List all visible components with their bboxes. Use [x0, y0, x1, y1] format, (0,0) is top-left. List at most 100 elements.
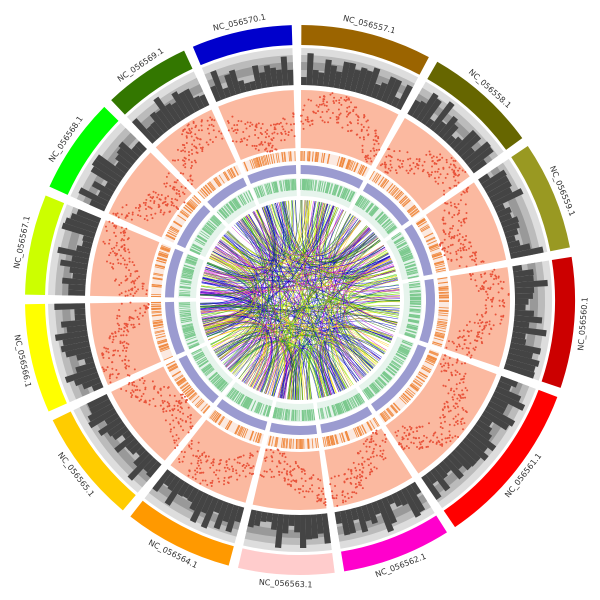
- scatter-dot: [279, 452, 282, 455]
- feature-tick: [390, 186, 398, 195]
- feature-tick: [428, 244, 439, 249]
- feature-tick: [176, 378, 186, 385]
- scatter-dot: [209, 116, 212, 119]
- link: [200, 205, 275, 295]
- scatter-dot: [415, 158, 418, 161]
- feature-tick: [199, 189, 207, 198]
- scatter-dot: [394, 431, 397, 434]
- green-tick: [209, 218, 219, 227]
- green-tick: [288, 179, 290, 191]
- scatter-dot: [113, 231, 116, 234]
- histogram-bar: [127, 453, 154, 481]
- green-tick: [221, 207, 230, 217]
- feature-tick: [353, 162, 359, 173]
- scatter-dot: [464, 338, 467, 341]
- scatter-dot: [405, 434, 408, 437]
- scatter-dot: [185, 136, 188, 139]
- green-tick: [183, 330, 195, 335]
- scatter-dot: [128, 251, 131, 254]
- histogram-bar: [386, 494, 395, 505]
- feature-tick: [185, 204, 194, 212]
- scatter-dot: [459, 395, 462, 398]
- scatter-dot: [349, 481, 352, 484]
- feature-tick: [428, 351, 439, 357]
- histogram-bar: [270, 67, 278, 87]
- scatter-dot: [338, 101, 341, 104]
- feature-tick: [425, 359, 435, 365]
- scatter-dot: [462, 243, 465, 246]
- scatter-dot: [373, 154, 376, 157]
- histogram-bar: [275, 69, 283, 87]
- scatter-dot: [124, 250, 127, 253]
- feature-tick: [201, 187, 209, 196]
- chromosome-band: [511, 145, 570, 252]
- scatter-dot: [180, 407, 183, 410]
- scatter-dot: [457, 343, 460, 346]
- histogram-bar: [496, 206, 512, 218]
- histogram-bar: [469, 428, 497, 452]
- green-tick: [359, 198, 367, 209]
- green-tick: [274, 181, 278, 193]
- green-tick: [186, 258, 197, 263]
- scatter-dot: [461, 169, 464, 172]
- scatter-dot: [323, 98, 326, 101]
- scatter-dot: [477, 290, 480, 293]
- histogram-bar: [333, 71, 343, 89]
- scatter-dot: [374, 129, 377, 132]
- green-tick: [179, 286, 191, 289]
- feature-tick: [380, 413, 387, 422]
- scatter-bg: [90, 302, 162, 386]
- feature-tick: [200, 188, 209, 197]
- scatter-dot: [312, 474, 315, 477]
- green-tick: [387, 365, 397, 374]
- scatter-dot: [457, 174, 460, 177]
- scatter-dot: [455, 253, 458, 256]
- scatter-dot: [187, 158, 190, 161]
- scatter-dot: [218, 480, 221, 483]
- green-tick: [401, 253, 412, 259]
- green-tick: [378, 376, 387, 386]
- feature-tick: [284, 151, 287, 162]
- scatter-dot: [314, 112, 317, 115]
- green-tick: [182, 268, 194, 273]
- scatter-dot: [355, 106, 358, 109]
- scatter-dot: [307, 120, 310, 123]
- green-tick: [284, 179, 287, 191]
- scatter-dot: [477, 335, 480, 338]
- histogram-bar: [407, 99, 421, 117]
- scatter-dot: [362, 136, 365, 139]
- feature-tick: [253, 158, 258, 168]
- scatter-dot: [225, 463, 228, 466]
- histogram-bar: [76, 209, 102, 224]
- histogram-bar: [514, 286, 535, 294]
- scatter-dot: [288, 483, 291, 486]
- green-tick: [310, 179, 313, 191]
- scatter-dot: [321, 119, 324, 122]
- scatter-dot: [467, 335, 470, 338]
- scatter-dot: [487, 296, 490, 299]
- scatter-dot: [305, 490, 308, 493]
- scatter-dot: [227, 129, 230, 132]
- scatter-dot: [223, 466, 226, 469]
- scatter-dot: [131, 317, 134, 320]
- green-tick: [370, 383, 379, 393]
- scatter-dot: [249, 467, 252, 470]
- green-tick: [312, 409, 316, 421]
- scatter-dot: [228, 468, 231, 471]
- scatter-dot: [230, 465, 233, 468]
- feature-tick: [200, 403, 208, 412]
- scatter-dot: [278, 473, 281, 476]
- scatter-dot: [193, 159, 196, 162]
- scatter-dot: [350, 469, 353, 472]
- histogram-bar: [437, 115, 459, 139]
- feature-tick: [360, 165, 366, 175]
- green-tick: [290, 179, 292, 191]
- feature-tick: [438, 307, 449, 309]
- scatter-dot: [294, 488, 297, 491]
- green-tick: [195, 354, 205, 361]
- scatter-dot: [485, 290, 488, 293]
- green-tick: [339, 402, 345, 414]
- green-tick: [318, 180, 322, 192]
- scatter-dot: [421, 446, 424, 449]
- feature-tick: [434, 335, 445, 339]
